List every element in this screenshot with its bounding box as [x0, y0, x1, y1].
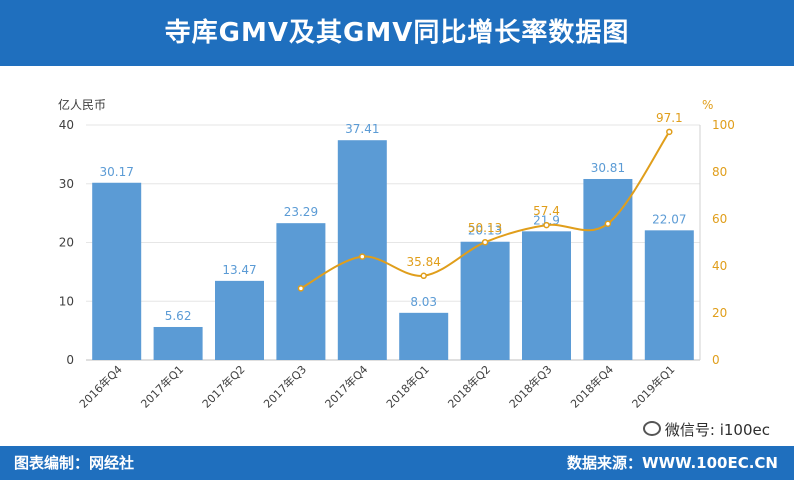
growth-value-label: 35.84 — [407, 255, 441, 269]
bar — [460, 241, 510, 360]
right-tick-label: 100 — [712, 118, 735, 132]
footer-source: 数据来源：WWW.100EC.CN — [567, 454, 778, 472]
category-label: 2017年Q4 — [322, 362, 371, 411]
left-tick-label: 30 — [59, 177, 74, 191]
bar — [215, 280, 264, 360]
bar-value-label: 22.07 — [652, 212, 686, 226]
title-bar — [0, 0, 794, 66]
growth-point — [543, 221, 550, 229]
bar — [92, 182, 142, 360]
footer-bar — [0, 446, 794, 480]
bar-value-label: 5.62 — [165, 309, 192, 323]
category-label: 2017年Q3 — [260, 362, 309, 411]
category-label: 2018年Q3 — [506, 362, 555, 411]
growth-value-label: 97.1 — [656, 111, 683, 125]
bar — [644, 230, 694, 360]
bar-value-label: 30.81 — [591, 161, 625, 175]
category-label: 2018年Q4 — [567, 362, 616, 411]
category-label: 2017年Q1 — [138, 362, 187, 411]
bar — [153, 326, 203, 360]
right-tick-label: 40 — [712, 259, 727, 273]
growth-point — [297, 285, 305, 292]
growth-point — [666, 128, 673, 136]
bar — [522, 231, 571, 360]
wechat-id: 微信号: i100ec — [640, 418, 772, 442]
chart-title: 寺库GMV及其GMV同比增长率数据图 — [164, 18, 630, 48]
wechat-label: 微信号: i100ec — [664, 421, 770, 439]
growth-point — [420, 272, 427, 280]
bar — [583, 178, 633, 360]
category-label: 2017年Q2 — [199, 362, 248, 411]
left-tick-label: 10 — [59, 294, 74, 308]
category-label: 2018年Q2 — [445, 362, 494, 411]
bar-value-label: 30.17 — [100, 165, 134, 179]
growth-point — [359, 253, 366, 260]
bar-value-label: 13.47 — [222, 263, 256, 277]
left-tick-label: 40 — [59, 118, 74, 132]
combo-chart: 0 10 20 30 40 0 20 40 60 80 100 亿人民币 % 30.17 5.62 13.47… — [58, 97, 735, 411]
bar-value-label: 20.13 — [468, 224, 502, 238]
right-tick-label: 80 — [712, 165, 727, 179]
bar-value-label: 37.41 — [345, 122, 379, 136]
bar-value-label: 21.9 — [533, 213, 560, 227]
category-label: 2016年Q4 — [76, 362, 125, 411]
category-label: 2018年Q1 — [383, 362, 432, 411]
bar-value-label: 23.29 — [284, 205, 318, 219]
growth-point — [481, 238, 489, 246]
left-axis-unit: 亿人民币 — [58, 97, 106, 112]
right-tick-label: 60 — [712, 212, 727, 226]
bar-value-label: 8.03 — [410, 295, 437, 309]
growth-value-label: 57.4 — [533, 204, 560, 218]
category-label: 2019年Q1 — [629, 362, 678, 411]
right-tick-label: 0 — [712, 353, 720, 367]
left-tick-label: 20 — [59, 236, 74, 250]
bar — [276, 223, 326, 360]
right-axis-unit: % — [702, 98, 713, 112]
growth-value-label: 50.13 — [468, 221, 502, 235]
bar — [337, 140, 387, 360]
footer-credit: 图表编制：网经社 — [14, 454, 135, 472]
growth-point — [604, 220, 612, 227]
bar — [399, 312, 449, 360]
wechat-icon — [642, 421, 661, 436]
right-tick-label: 20 — [712, 306, 727, 320]
left-tick-label: 0 — [66, 353, 74, 367]
